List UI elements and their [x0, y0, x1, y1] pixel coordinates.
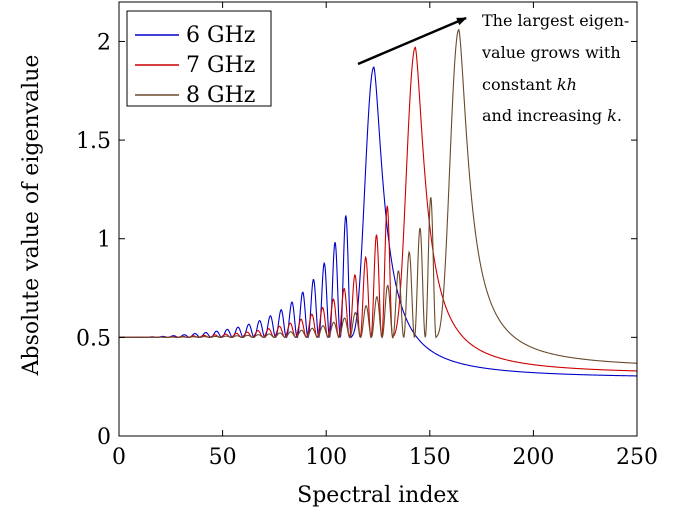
annotation-line-3-prefix: constant	[482, 75, 557, 94]
y-tick-label: 1.5	[76, 129, 111, 154]
annotation-var-kh: kh	[557, 75, 577, 94]
annotation: The largest eigen- value grows with cons…	[481, 11, 629, 125]
annotation-line-3: constant kh	[482, 75, 577, 94]
legend: 6 GHz 7 GHz 8 GHz	[126, 10, 272, 108]
x-tick-label: 50	[209, 445, 237, 470]
annotation-arrow	[357, 16, 467, 66]
series-line-6-ghz	[119, 66, 637, 377]
x-tick-label: 100	[305, 445, 347, 470]
y-tick-label: 0.5	[76, 326, 111, 351]
series-line-8-ghz	[119, 28, 637, 364]
y-tick-label: 2	[97, 30, 111, 55]
y-tick-label: 0	[97, 425, 111, 450]
legend-box	[126, 10, 272, 107]
x-tick-label: 150	[409, 445, 451, 470]
y-axis-title: Absolute value of eigenvalue	[19, 55, 44, 377]
legend-label-8ghz: 8 GHz	[186, 83, 255, 108]
x-tick-label: 0	[112, 445, 126, 470]
x-tick-label: 200	[512, 445, 554, 470]
legend-label-6ghz: 6 GHz	[186, 23, 255, 48]
legend-label-7ghz: 7 GHz	[186, 53, 255, 78]
x-tick-label: 250	[616, 445, 658, 470]
annotation-line-1: The largest eigen-	[482, 11, 629, 30]
x-axis-title: Spectral index	[297, 483, 459, 508]
plot-frame	[118, 1, 638, 437]
annotation-line-4-suffix: .	[617, 106, 622, 125]
annotation-line-4: and increasing k.	[482, 106, 622, 125]
y-tick-label: 1	[97, 228, 111, 253]
annotation-var-k: k	[607, 106, 617, 125]
annotation-line-4-prefix: and increasing	[482, 106, 607, 125]
annotation-line-2: value grows with	[481, 43, 621, 62]
series-line-7-ghz	[119, 46, 637, 372]
